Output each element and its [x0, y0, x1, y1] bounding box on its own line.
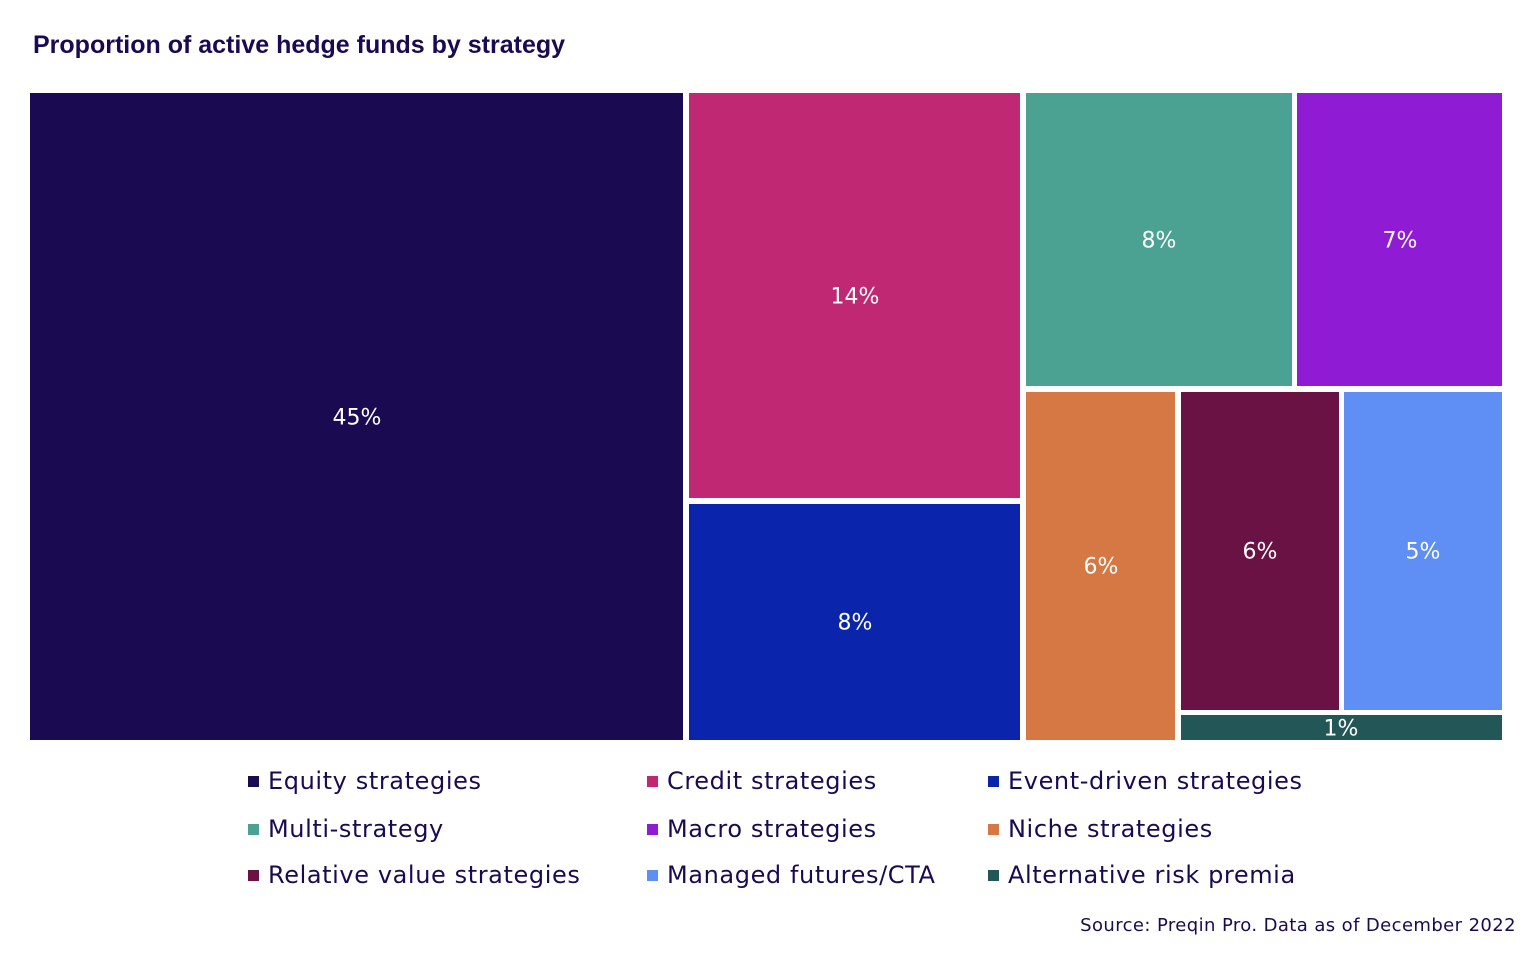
tile-niche-strategies — [1026, 392, 1175, 740]
legend-label: Equity strategies — [268, 767, 482, 795]
legend-item-equity-strategies: Equity strategies — [248, 767, 482, 795]
tile-alternative-risk-premia — [1181, 715, 1502, 740]
tile-label-niche-strategies: 6% — [1083, 554, 1119, 580]
source-note: Source: Preqin Pro. Data as of December … — [1080, 915, 1516, 936]
legend-swatch — [647, 775, 658, 787]
legend-swatch — [248, 775, 259, 787]
tile-multi-strategy — [1026, 93, 1292, 386]
tile-label-relative-value-strategies: 6% — [1242, 539, 1278, 565]
tile-equity-strategies — [30, 93, 683, 740]
tile-macro-strategies — [1297, 93, 1502, 386]
tile-label-managed-futures-cta: 5% — [1405, 539, 1441, 565]
tile-label-macro-strategies: 7% — [1382, 228, 1418, 254]
legend-item-multi-strategy: Multi-strategy — [248, 815, 444, 843]
legend-item-macro-strategies: Macro strategies — [647, 815, 877, 843]
legend-item-credit-strategies: Credit strategies — [647, 767, 877, 795]
legend-label: Relative value strategies — [268, 861, 581, 889]
legend-item-event-driven-strategies: Event-driven strategies — [988, 767, 1303, 795]
legend-swatch — [248, 869, 259, 881]
legend-label: Event-driven strategies — [1008, 767, 1303, 795]
legend-swatch — [988, 775, 999, 787]
legend-swatch — [988, 869, 999, 881]
tile-managed-futures-cta — [1344, 392, 1502, 710]
legend-label: Managed futures/CTA — [667, 861, 936, 889]
legend-label: Macro strategies — [667, 815, 877, 843]
tile-credit-strategies — [689, 93, 1020, 498]
legend-item-relative-value-strategies: Relative value strategies — [248, 861, 580, 889]
legend-item-alternative-risk-premia: Alternative risk premia — [988, 861, 1296, 889]
legend-swatch — [248, 823, 259, 835]
legend-swatch — [647, 869, 658, 881]
legend-swatch — [988, 823, 999, 835]
tile-label-equity-strategies: 45% — [332, 405, 382, 431]
legend-label: Credit strategies — [667, 767, 877, 795]
tile-label-credit-strategies: 14% — [830, 284, 880, 310]
tile-label-alternative-risk-premia: 1% — [1323, 716, 1359, 742]
tile-label-multi-strategy: 8% — [1141, 228, 1177, 254]
legend-label: Niche strategies — [1008, 815, 1213, 843]
tile-relative-value-strategies — [1181, 392, 1339, 710]
legend-item-niche-strategies: Niche strategies — [988, 815, 1213, 843]
tile-event-driven-strategies — [689, 504, 1020, 740]
chart-title: Proportion of active hedge funds by stra… — [33, 31, 566, 59]
legend-item-managed-futures-cta: Managed futures/CTA — [647, 861, 936, 889]
legend-swatch — [647, 823, 658, 835]
legend-label: Alternative risk premia — [1008, 861, 1296, 889]
tile-label-event-driven-strategies: 8% — [837, 610, 873, 636]
legend-label: Multi-strategy — [268, 815, 444, 843]
